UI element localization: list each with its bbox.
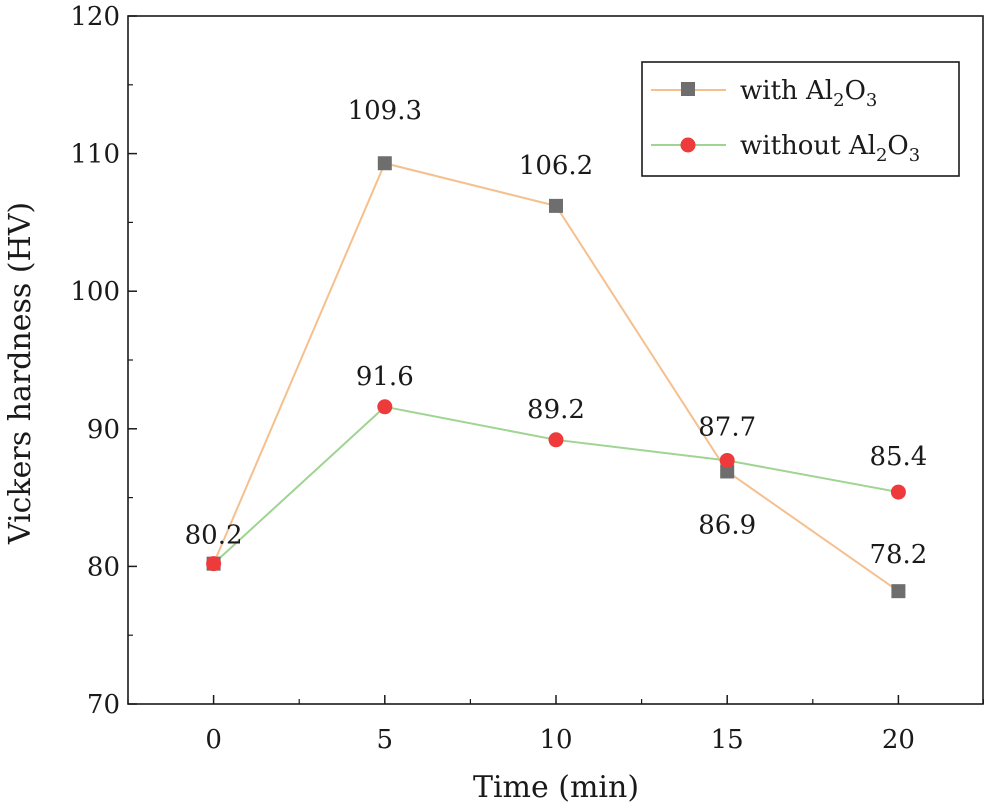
legend-marker-without xyxy=(680,137,696,153)
data-point-circle xyxy=(377,399,393,415)
data-point-square xyxy=(549,198,563,213)
data-point-circle xyxy=(890,484,906,500)
x-tick-label: 10 xyxy=(539,725,572,755)
data-label: 87.7 xyxy=(698,412,756,442)
data-point-square xyxy=(891,584,906,599)
legend-marker-with xyxy=(681,82,695,96)
x-tick-label: 15 xyxy=(711,725,744,755)
x-tick-label: 20 xyxy=(882,725,915,755)
data-label: 89.2 xyxy=(527,395,585,425)
series-markers xyxy=(206,156,906,599)
legend-label-without: without Al2O3 xyxy=(740,131,920,166)
y-tick-label: 120 xyxy=(70,2,120,32)
series-line-0 xyxy=(212,162,899,592)
y-tick-label: 100 xyxy=(70,277,120,307)
data-label: 85.4 xyxy=(869,442,927,472)
y-axis-title: Vickers hardness (HV) xyxy=(3,202,38,545)
x-axis-ticks: 0 5 10 15 20 xyxy=(127,695,984,755)
y-tick-label: 110 xyxy=(70,140,120,170)
legend-box xyxy=(641,61,960,177)
data-label: 106.2 xyxy=(519,151,593,181)
data-point-circle xyxy=(719,452,735,468)
data-point-circle xyxy=(548,432,564,448)
data-labels: 80.2 109.3 106.2 86.9 78.2 91.6 89.2 87.7 85.4 xyxy=(185,96,928,570)
x-tick-label: 0 xyxy=(205,725,222,755)
y-axis-ticks: 70 80 90 100 110 120 xyxy=(70,2,137,720)
y-tick-label: 80 xyxy=(87,552,120,582)
series-lines xyxy=(212,162,899,592)
data-label: 109.3 xyxy=(348,96,422,126)
y-tick-label: 70 xyxy=(87,690,120,720)
y-tick-label: 90 xyxy=(87,415,120,445)
series-line-1 xyxy=(212,405,899,565)
data-point-circle xyxy=(206,556,222,572)
data-label: 80.2 xyxy=(185,521,243,551)
x-axis-title: Time (min) xyxy=(473,770,639,805)
data-label: 78.2 xyxy=(869,540,927,570)
data-label: 86.9 xyxy=(698,510,756,540)
data-point-square xyxy=(377,156,392,171)
data-point-square xyxy=(720,464,735,479)
data-label: 91.6 xyxy=(356,362,414,392)
legend-label-with: with Al2O3 xyxy=(740,76,877,111)
x-tick-label: 5 xyxy=(377,725,394,755)
legend: with Al2O3 without Al2O3 xyxy=(641,61,960,177)
